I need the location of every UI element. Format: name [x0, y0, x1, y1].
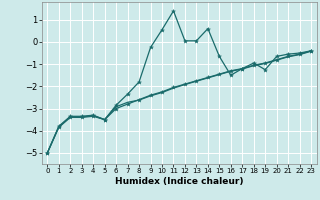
X-axis label: Humidex (Indice chaleur): Humidex (Indice chaleur) [115, 177, 244, 186]
